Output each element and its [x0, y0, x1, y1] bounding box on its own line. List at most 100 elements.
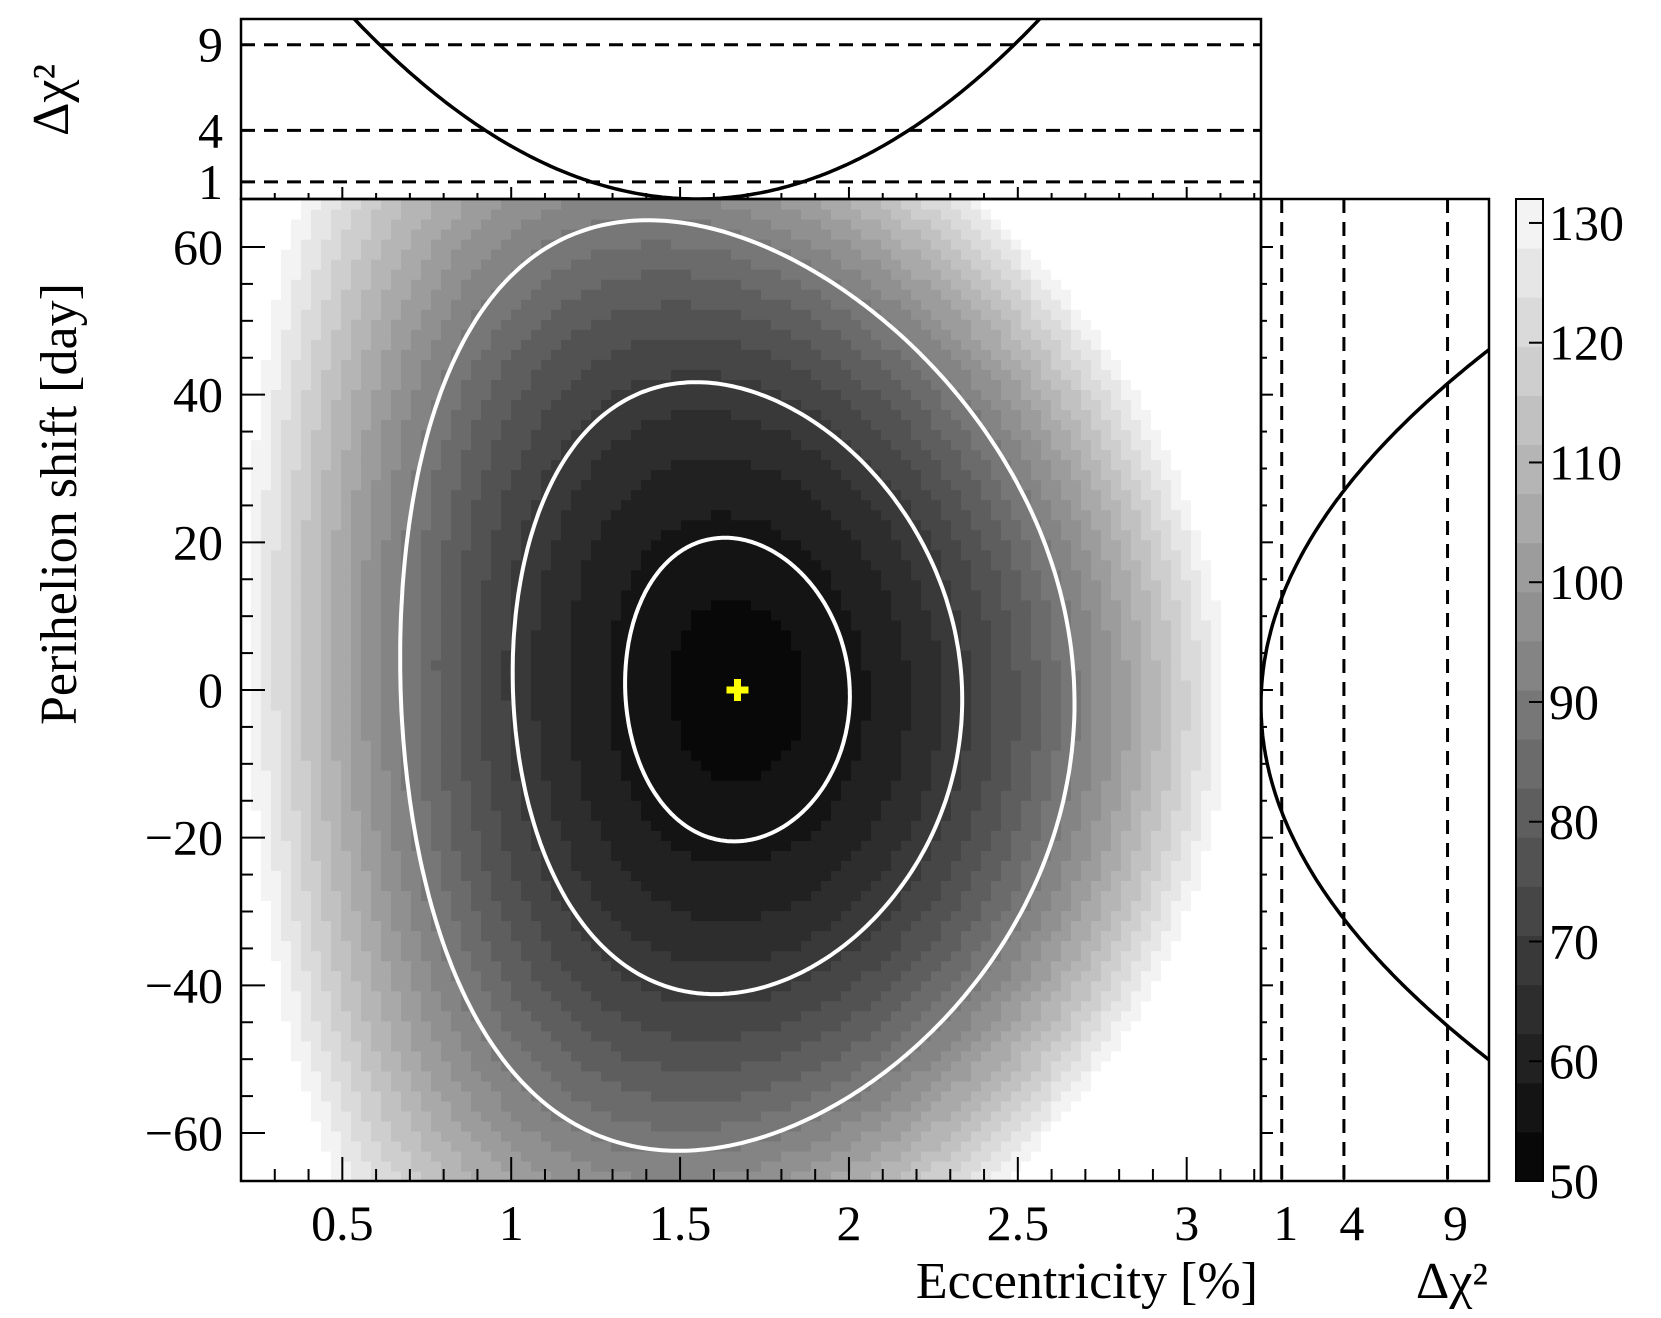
heatmap-cell — [551, 780, 562, 791]
heatmap-cell — [541, 760, 552, 771]
heatmap-cell — [371, 229, 382, 240]
heatmap-cell — [351, 249, 362, 260]
heatmap-cell — [471, 369, 482, 380]
heatmap-cell — [491, 669, 502, 681]
heatmap-cell — [351, 800, 362, 811]
heatmap-cell — [271, 1110, 282, 1122]
heatmap-cell — [721, 469, 732, 481]
heatmap-cell — [571, 609, 582, 621]
heatmap-cell — [281, 1010, 292, 1022]
heatmap-cell — [371, 1130, 382, 1142]
heatmap-cell — [341, 950, 352, 962]
heatmap-cell — [581, 209, 592, 220]
heatmap-cell — [251, 579, 262, 591]
heatmap-cell — [641, 589, 652, 601]
heatmap-cell — [301, 619, 312, 631]
heatmap-cell — [691, 770, 702, 781]
heatmap-cell — [471, 349, 482, 360]
heatmap-cell — [431, 279, 442, 290]
heatmap-cell — [641, 890, 652, 902]
heatmap-cell — [301, 830, 312, 841]
heatmap-cell — [711, 1160, 722, 1172]
heatmap-cell — [351, 649, 362, 661]
heatmap-cell — [261, 710, 272, 721]
heatmap-cell — [251, 1080, 262, 1092]
heatmap-cell — [411, 740, 422, 751]
heatmap-cell — [271, 359, 282, 370]
heatmap-cell — [441, 1000, 452, 1012]
heatmap-cell — [601, 1100, 612, 1112]
heatmap-cell — [461, 319, 472, 330]
heatmap-cell — [741, 419, 752, 431]
heatmap-cell — [441, 1080, 452, 1092]
heatmap-cell — [401, 319, 412, 330]
heatmap-cell — [511, 199, 522, 210]
heatmap-cell — [281, 850, 292, 861]
heatmap-cell — [541, 279, 552, 290]
heatmap-cell — [321, 639, 332, 651]
heatmap-cell — [521, 740, 532, 751]
heatmap-cell — [351, 700, 362, 711]
heatmap-cell — [331, 379, 342, 390]
heatmap-cell — [381, 439, 392, 451]
heatmap-cell — [491, 920, 502, 932]
heatmap-cell — [251, 1030, 262, 1042]
heatmap-cell — [401, 469, 412, 481]
heatmap-cell — [391, 760, 402, 771]
heatmap-cell — [731, 940, 742, 952]
heatmap-cell — [391, 429, 402, 441]
heatmap-cell — [701, 1000, 712, 1012]
heatmap-cell — [501, 710, 512, 721]
heatmap-cell — [551, 730, 562, 741]
heatmap-cell — [431, 900, 442, 912]
heatmap-cell — [741, 1160, 752, 1172]
heatmap-cell — [261, 299, 272, 310]
heatmap-cell — [331, 459, 342, 471]
heatmap-cell — [261, 199, 272, 210]
heatmap-cell — [331, 429, 342, 441]
heatmap-cell — [241, 800, 252, 811]
heatmap-cell — [521, 269, 532, 280]
heatmap-cell — [701, 529, 712, 541]
heatmap-cell — [601, 599, 612, 611]
heatmap-cell — [591, 790, 602, 801]
heatmap-cell — [571, 619, 582, 631]
heatmap-cell — [271, 690, 282, 701]
heatmap-cell — [381, 469, 392, 481]
heatmap-cell — [451, 760, 462, 771]
heatmap-cell — [541, 870, 552, 881]
heatmap-cell — [301, 509, 312, 521]
heatmap-cell — [561, 1160, 572, 1172]
heatmap-cell — [471, 980, 482, 992]
heatmap-cell — [581, 700, 592, 711]
heatmap-cell — [741, 1050, 752, 1062]
heatmap-cell — [561, 539, 572, 551]
heatmap-cell — [311, 399, 322, 411]
heatmap-cell — [341, 499, 352, 511]
heatmap-cell — [291, 269, 302, 280]
heatmap-cell — [261, 920, 272, 932]
heatmap-cell — [491, 479, 502, 491]
heatmap-cell — [551, 1060, 562, 1072]
heatmap-cell — [561, 679, 572, 691]
heatmap-cell — [661, 780, 672, 791]
heatmap-cell — [611, 559, 622, 571]
heatmap-cell — [671, 309, 682, 320]
heatmap-cell — [261, 659, 272, 671]
heatmap-cell — [391, 309, 402, 320]
heatmap-cell — [611, 730, 622, 741]
heatmap-cell — [651, 850, 662, 861]
heatmap-cell — [421, 740, 432, 751]
heatmap-cell — [261, 209, 272, 220]
heatmap-cell — [531, 269, 542, 280]
heatmap-cell — [571, 890, 582, 902]
heatmap-cell — [451, 439, 462, 451]
heatmap-cell — [401, 639, 412, 651]
heatmap-cell — [501, 1100, 512, 1112]
heatmap-cell — [571, 579, 582, 591]
heatmap-cell — [331, 619, 342, 631]
heatmap-cell — [711, 870, 722, 881]
heatmap-cell — [401, 299, 412, 310]
heatmap-cell — [631, 229, 642, 240]
heatmap-cell — [611, 319, 622, 330]
